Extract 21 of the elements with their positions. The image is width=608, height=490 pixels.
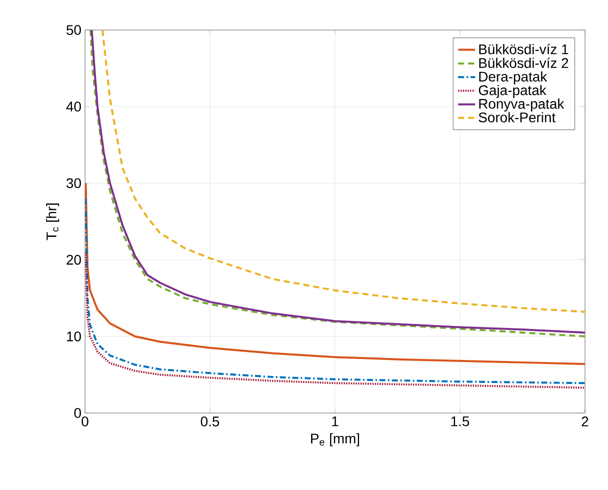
y-tick-label: 0 [74,408,81,418]
legend-label: Bükkösdi-víz 1 [479,44,568,54]
legend-label: Bükkösdi-víz 2 [479,58,568,68]
legend-label: Dera-patak [479,71,548,84]
y-tick-label: 40 [66,102,81,112]
y-tick-label: 10 [67,331,81,342]
x-tick-label: 2 [582,416,588,426]
y-tick-label: 20 [66,254,81,265]
line-series [85,198,586,384]
x-tick-label: 0.5 [200,416,220,426]
x-tick-label: 1.5 [451,416,470,426]
y-tick-label: 30 [66,178,81,188]
x-axis-title: P$_{e}$ [mm] [311,433,360,446]
y-tick-label: 50 [66,25,81,35]
line-series [85,251,586,389]
legend-label: Ronyva-patak [479,98,564,112]
legend-label: Sorok-Perint [478,112,556,122]
x-tick-label: 1 [332,416,338,426]
y-axis-title: T$_{c}$ [hr] [46,204,60,240]
x-tick-label: 0 [82,416,88,426]
legend-label: Gaja-patak [478,84,546,98]
